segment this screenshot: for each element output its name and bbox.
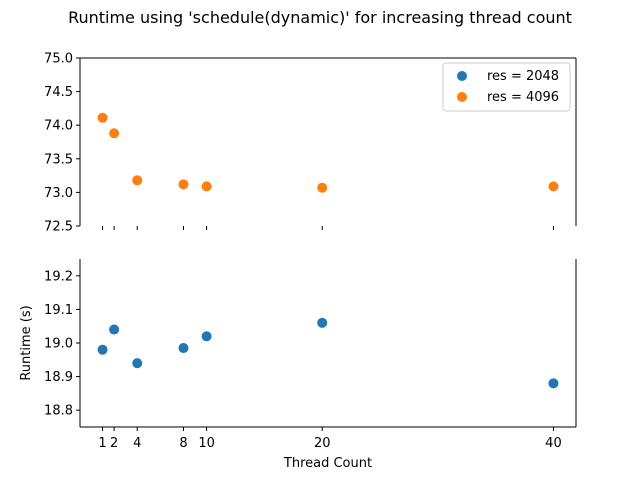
x-tick-label: 10 [198, 436, 215, 451]
x-tick-label: 40 [545, 436, 562, 451]
legend-marker-res-2048 [457, 71, 467, 81]
upper-y-tick-label: 74.5 [44, 85, 73, 100]
point-res-4096 [548, 181, 559, 192]
lower-panel: 18.8 18.9 19.0 19.1 19.2 1 2 4 8 10 20 40 [44, 259, 577, 451]
lower-y-tick-label: 18.9 [44, 370, 73, 385]
point-res-2048 [109, 324, 120, 335]
x-tick-label: 20 [314, 436, 331, 451]
point-res-4096 [132, 175, 143, 186]
lower-y-tick-label: 19.2 [44, 269, 73, 284]
point-res-2048 [548, 378, 559, 389]
legend-label-res-4096: res = 4096 [487, 90, 559, 105]
upper-y-tick-label: 72.5 [44, 220, 73, 235]
point-res-2048 [97, 344, 108, 355]
x-tick-label: 1 [98, 436, 106, 451]
point-res-2048 [317, 317, 328, 328]
x-tick-label: 4 [133, 436, 141, 451]
legend-label-res-2048: res = 2048 [487, 69, 559, 84]
upper-y-tick-label: 74.0 [44, 119, 73, 134]
x-tick-label: 2 [110, 436, 118, 451]
point-res-2048 [178, 343, 189, 354]
upper-y-tick-label: 75.0 [44, 52, 73, 67]
point-res-2048 [201, 331, 212, 342]
point-res-2048 [132, 358, 143, 369]
legend-marker-res-4096 [457, 92, 467, 102]
x-tick-label: 8 [179, 436, 187, 451]
point-res-4096 [97, 112, 108, 123]
point-res-4096 [109, 128, 120, 139]
point-res-4096 [201, 181, 212, 192]
point-res-4096 [317, 182, 328, 193]
x-axis-label: Thread Count [283, 456, 372, 471]
legend: res = 2048 res = 4096 [442, 62, 571, 112]
lower-y-tick-label: 18.8 [44, 404, 73, 419]
upper-panel: 72.5 73.0 73.5 74.0 74.5 75.0 [44, 52, 577, 235]
chart-title: Runtime using 'schedule(dynamic)' for in… [68, 8, 572, 27]
legend-frame [442, 62, 571, 112]
point-res-4096 [178, 179, 189, 190]
upper-y-tick-label: 73.5 [44, 152, 73, 167]
upper-y-tick-label: 73.0 [44, 186, 73, 201]
lower-y-tick-label: 19.0 [44, 337, 73, 352]
lower-y-tick-label: 19.1 [44, 303, 73, 318]
y-axis-label: Runtime (s) [19, 305, 34, 380]
